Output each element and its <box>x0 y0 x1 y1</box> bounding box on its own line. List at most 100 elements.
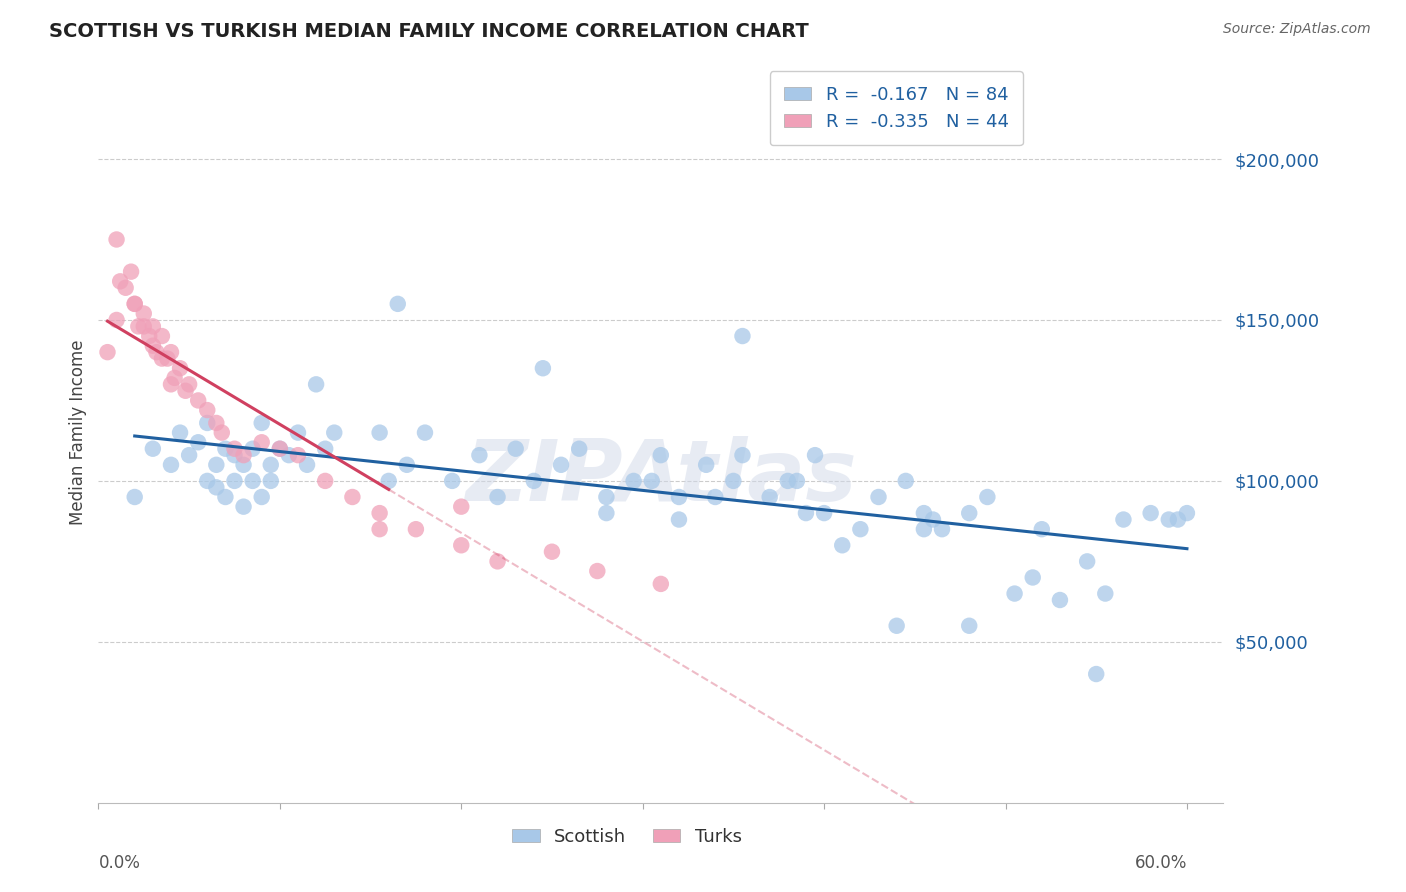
Text: ZIPAtlas: ZIPAtlas <box>465 435 856 518</box>
Point <box>132 319 155 334</box>
Point <box>160 377 183 392</box>
Point <box>595 490 617 504</box>
Point <box>1031 522 1053 536</box>
Point <box>287 425 309 440</box>
Point <box>169 425 191 440</box>
Point <box>242 474 264 488</box>
Point <box>138 329 160 343</box>
Point <box>150 329 173 343</box>
Point <box>156 351 179 366</box>
Point <box>531 361 554 376</box>
Point <box>169 361 191 376</box>
Point <box>758 490 780 504</box>
Point <box>395 458 418 472</box>
Point <box>650 448 672 462</box>
Point <box>1139 506 1161 520</box>
Point <box>468 448 491 462</box>
Point <box>450 500 472 514</box>
Point <box>287 448 309 462</box>
Point <box>912 522 935 536</box>
Point <box>813 506 835 520</box>
Point <box>976 490 998 504</box>
Point <box>568 442 591 456</box>
Point <box>205 416 228 430</box>
Point <box>368 425 391 440</box>
Point <box>160 458 183 472</box>
Point <box>1112 512 1135 526</box>
Point <box>912 506 935 520</box>
Point <box>250 490 273 504</box>
Point <box>704 490 727 504</box>
Point <box>124 490 146 504</box>
Point <box>187 435 209 450</box>
Y-axis label: Median Family Income: Median Family Income <box>69 340 87 525</box>
Legend: Scottish, Turks: Scottish, Turks <box>505 821 749 853</box>
Point <box>179 448 201 462</box>
Point <box>187 393 209 408</box>
Point <box>232 448 254 462</box>
Point <box>105 313 128 327</box>
Point <box>232 500 254 514</box>
Point <box>260 474 283 488</box>
Point <box>114 281 136 295</box>
Point <box>804 448 827 462</box>
Point <box>195 474 218 488</box>
Point <box>413 425 436 440</box>
Point <box>957 506 980 520</box>
Point <box>641 474 664 488</box>
Point <box>214 490 236 504</box>
Point <box>1167 512 1189 526</box>
Point <box>922 512 945 526</box>
Point <box>505 442 527 456</box>
Point <box>595 506 617 520</box>
Point <box>368 522 391 536</box>
Point <box>776 474 799 488</box>
Point <box>868 490 890 504</box>
Point <box>786 474 808 488</box>
Point <box>323 425 346 440</box>
Point <box>108 274 131 288</box>
Point <box>232 458 254 472</box>
Point <box>314 442 336 456</box>
Point <box>586 564 609 578</box>
Point <box>794 506 817 520</box>
Point <box>105 232 128 246</box>
Point <box>314 474 336 488</box>
Point <box>1004 586 1026 600</box>
Point <box>195 403 218 417</box>
Point <box>260 458 283 472</box>
Point <box>1085 667 1108 681</box>
Point <box>305 377 328 392</box>
Point <box>142 442 165 456</box>
Text: SCOTTISH VS TURKISH MEDIAN FAMILY INCOME CORRELATION CHART: SCOTTISH VS TURKISH MEDIAN FAMILY INCOME… <box>49 22 808 41</box>
Point <box>894 474 917 488</box>
Point <box>450 538 472 552</box>
Point <box>849 522 872 536</box>
Point <box>269 442 291 456</box>
Point <box>550 458 572 472</box>
Point <box>295 458 318 472</box>
Point <box>1175 506 1198 520</box>
Text: 0.0%: 0.0% <box>98 855 141 872</box>
Point <box>486 490 509 504</box>
Point <box>1049 593 1071 607</box>
Point <box>242 442 264 456</box>
Point <box>668 490 690 504</box>
Point <box>195 416 218 430</box>
Point <box>486 554 509 568</box>
Point <box>1076 554 1098 568</box>
Text: 60.0%: 60.0% <box>1135 855 1187 872</box>
Point <box>441 474 464 488</box>
Point <box>224 448 246 462</box>
Point <box>160 345 183 359</box>
Point <box>142 339 165 353</box>
Point <box>205 480 228 494</box>
Point <box>214 442 236 456</box>
Point <box>120 265 142 279</box>
Point <box>250 416 273 430</box>
Point <box>127 319 149 334</box>
Point <box>695 458 717 472</box>
Point <box>163 371 186 385</box>
Point <box>124 297 146 311</box>
Point <box>250 435 273 450</box>
